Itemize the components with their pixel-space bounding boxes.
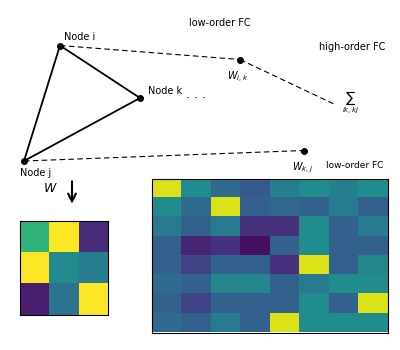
Text: Node j: Node j <box>20 168 51 178</box>
Text: high-order FC: high-order FC <box>319 42 385 52</box>
Text: Node i: Node i <box>64 32 95 42</box>
Text: $\Sigma$: $\Sigma$ <box>239 182 248 196</box>
Text: $W$: $W$ <box>43 182 58 196</box>
Text: Node k: Node k <box>148 86 182 96</box>
Text: $W_{i,k}$: $W_{i,k}$ <box>228 70 248 85</box>
Text: $W_{k,j}$: $W_{k,j}$ <box>292 161 312 175</box>
Text: low-order FC: low-order FC <box>326 161 383 170</box>
Text: low-order FC: low-order FC <box>189 18 251 28</box>
Text: $\sum_{ik,kj}$: $\sum_{ik,kj}$ <box>342 90 359 116</box>
Text: · · ·: · · · <box>186 91 206 105</box>
